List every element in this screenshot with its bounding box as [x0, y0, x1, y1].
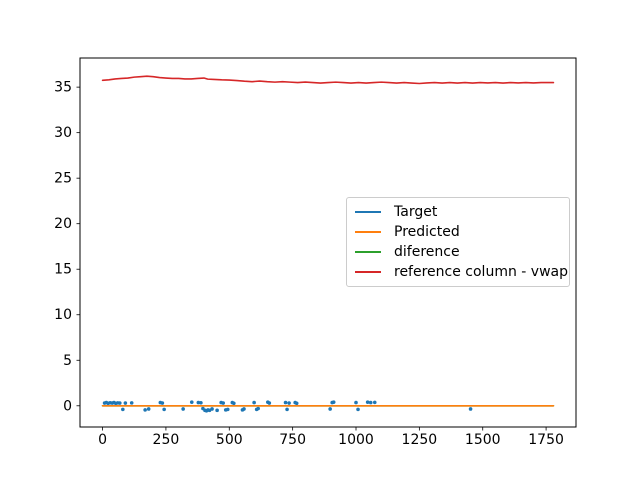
- scatter-point: [117, 401, 122, 405]
- x-tick-label: 1750: [528, 432, 564, 448]
- scatter-point: [267, 401, 272, 405]
- y-tick-label: 30: [54, 125, 72, 141]
- scatter-point: [162, 407, 166, 412]
- scatter-point: [221, 401, 225, 405]
- y-tick-label: 0: [63, 398, 72, 414]
- scatter-point: [354, 400, 358, 405]
- scatter-point: [331, 400, 336, 404]
- legend-line-swatch: [355, 211, 381, 213]
- scatter-point: [256, 406, 260, 411]
- scatter-point: [123, 401, 128, 405]
- y-tick-label: 25: [54, 171, 72, 187]
- scatter-point: [356, 407, 360, 412]
- legend-line-swatch: [355, 251, 381, 253]
- series-reference-column-vwap-line: [101, 75, 555, 85]
- x-tick-label: 250: [153, 432, 180, 448]
- legend-label: diference: [394, 244, 460, 260]
- y-tick-label: 35: [54, 80, 72, 96]
- y-tick-label: 5: [63, 353, 72, 369]
- scatter-point: [129, 401, 134, 405]
- scatter-point: [181, 407, 185, 411]
- scatter-point: [121, 407, 125, 412]
- x-tick-label: 1250: [402, 432, 438, 448]
- x-tick-label: 0: [98, 432, 107, 448]
- scatter-point: [189, 400, 194, 404]
- x-axis: 0 250 500 750 1000 1250 1500 1750: [98, 427, 564, 448]
- x-tick-label: 1500: [465, 432, 501, 448]
- scatter-point: [294, 401, 299, 406]
- y-tick-label: 10: [54, 307, 72, 323]
- legend-label: reference column - vwap: [394, 264, 568, 280]
- scatter-point: [160, 401, 165, 405]
- scatter-point: [283, 400, 288, 405]
- scatter-point: [210, 407, 214, 411]
- x-tick-label: 750: [279, 432, 306, 448]
- legend: Target Predicted diference reference column…: [346, 197, 570, 287]
- scatter-point: [199, 400, 203, 405]
- scatter-point: [287, 401, 291, 405]
- series-target-points: [102, 400, 473, 413]
- legend-item: reference column - vwap: [355, 262, 568, 282]
- legend-label: Target: [394, 204, 438, 220]
- legend-item: Target: [355, 202, 561, 222]
- scatter-point: [372, 400, 377, 405]
- scatter-point: [328, 407, 332, 411]
- scatter-point: [285, 407, 289, 412]
- scatter-point: [252, 400, 256, 405]
- scatter-point: [232, 401, 236, 406]
- scatter-point: [368, 400, 373, 405]
- legend-label: Predicted: [394, 224, 460, 240]
- y-axis: 0 5 10 15 20 25 30 35: [54, 80, 80, 414]
- scatter-point: [143, 408, 147, 412]
- scatter-point: [365, 400, 370, 404]
- legend-line-swatch: [355, 271, 381, 273]
- plot-border: [79, 57, 577, 428]
- y-tick-label: 15: [54, 262, 72, 278]
- x-tick-label: 500: [216, 432, 243, 448]
- y-tick-label: 20: [54, 216, 72, 232]
- scatter-point: [215, 408, 219, 413]
- legend-line-swatch: [355, 231, 381, 233]
- legend-item: Predicted: [355, 222, 561, 242]
- scatter-point: [225, 407, 230, 412]
- scatter-point: [146, 407, 151, 411]
- legend-item: diference: [355, 242, 561, 262]
- x-tick-label: 1000: [338, 432, 374, 448]
- scatter-point: [468, 407, 473, 411]
- scatter-point: [242, 407, 246, 411]
- plot-series: [101, 75, 555, 413]
